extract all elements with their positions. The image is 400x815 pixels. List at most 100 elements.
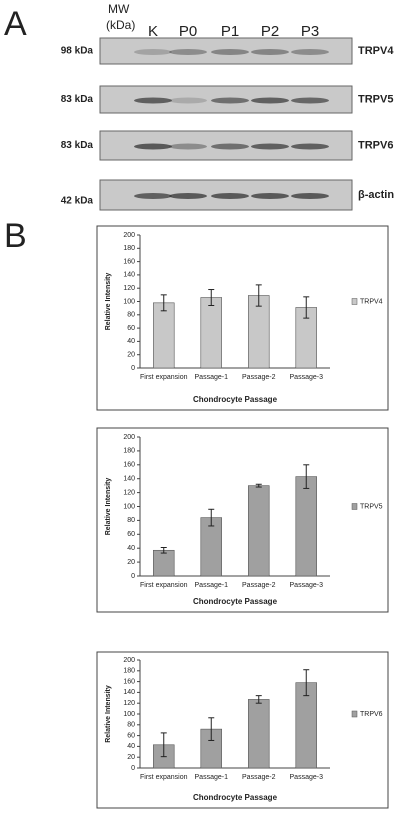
band	[134, 143, 172, 150]
band	[251, 97, 289, 104]
lane-label: P3	[301, 23, 319, 40]
y-axis-label: Relative Intensity	[105, 273, 112, 331]
bar	[295, 476, 317, 577]
y-axis-label: Relative Intensity	[105, 685, 112, 743]
x-tick-label: Passage-3	[290, 582, 324, 589]
y-tick-label: 160	[123, 462, 135, 469]
y-tick-label: 40	[127, 338, 135, 345]
legend-label: TRPV6	[360, 711, 383, 718]
y-tick-label: 20	[127, 754, 135, 761]
legend-swatch	[351, 298, 358, 305]
band	[291, 49, 329, 55]
x-axis-label: Chondrocyte Passage	[193, 793, 278, 802]
band	[134, 97, 172, 104]
band	[169, 143, 207, 150]
protein-label: TRPV5	[358, 93, 393, 105]
error-bar	[303, 296, 310, 319]
error-bar	[208, 717, 215, 741]
bar	[248, 485, 270, 577]
band	[251, 49, 289, 55]
y-tick-label: 20	[127, 559, 135, 566]
legend-label: TRPV5	[360, 503, 383, 510]
y-tick-label: 120	[123, 700, 135, 707]
error-bar	[160, 732, 167, 758]
y-tick-label: 180	[123, 245, 135, 252]
error-bar	[160, 547, 167, 554]
bar	[248, 699, 270, 769]
lane-label: K	[148, 23, 158, 40]
x-tick-label: Passage-2	[242, 774, 276, 781]
y-tick-label: 140	[123, 272, 135, 279]
bar	[153, 549, 175, 577]
x-tick-label: First expansion	[140, 374, 188, 381]
protein-label: β-actin	[358, 189, 394, 201]
band	[251, 193, 289, 199]
band	[211, 193, 249, 199]
y-tick-label: 60	[127, 325, 135, 332]
y-tick-label: 200	[123, 434, 135, 441]
lane-label: P0	[179, 23, 197, 40]
x-tick-label: Passage-2	[242, 582, 276, 589]
y-axis-label: Relative Intensity	[105, 478, 112, 536]
y-tick-label: 40	[127, 743, 135, 750]
y-tick-label: 200	[123, 657, 135, 664]
y-tick-label: 180	[123, 668, 135, 675]
band	[291, 143, 329, 150]
x-tick-label: Passage-1	[195, 774, 229, 781]
band	[291, 193, 329, 199]
y-tick-label: 100	[123, 711, 135, 718]
y-tick-label: 40	[127, 545, 135, 552]
lane-label: P2	[261, 23, 279, 40]
error-bar	[303, 669, 310, 697]
chart-frame	[96, 651, 389, 809]
legend-swatch	[351, 503, 358, 510]
y-tick-label: 180	[123, 448, 135, 455]
y-tick-label: 60	[127, 732, 135, 739]
mw-label: 98 kDa	[61, 46, 94, 57]
y-tick-label: 80	[127, 517, 135, 524]
band	[169, 49, 207, 55]
x-tick-label: First expansion	[140, 774, 188, 781]
error-bar	[255, 695, 262, 704]
panel-label: A	[4, 5, 27, 43]
y-tick-label: 60	[127, 531, 135, 538]
y-tick-label: 80	[127, 312, 135, 319]
y-tick-label: 120	[123, 489, 135, 496]
band	[169, 97, 207, 104]
mw-header: (kDa)	[106, 18, 135, 32]
x-tick-label: Passage-1	[195, 374, 229, 381]
x-tick-label: First expansion	[140, 582, 188, 589]
x-axis-label: Chondrocyte Passage	[193, 395, 278, 404]
y-tick-label: 20	[127, 352, 135, 359]
error-bar	[160, 294, 167, 312]
mw-header: MW	[108, 2, 130, 16]
lane-label: P1	[221, 23, 239, 40]
band	[211, 97, 249, 104]
error-bar	[303, 464, 310, 489]
x-tick-label: Passage-2	[242, 374, 276, 381]
y-tick-label: 160	[123, 678, 135, 685]
band	[251, 143, 289, 150]
bar	[200, 297, 223, 369]
error-bar	[208, 508, 215, 527]
x-tick-label: Passage-3	[290, 374, 324, 381]
y-tick-label: 120	[123, 285, 135, 292]
y-tick-label: 0	[131, 765, 135, 772]
mw-label: 83 kDa	[61, 94, 94, 105]
y-tick-label: 0	[131, 365, 135, 372]
band	[169, 193, 207, 199]
band	[211, 49, 249, 55]
mw-label: 42 kDa	[61, 196, 94, 207]
protein-label: TRPV4	[358, 45, 394, 57]
panel-label: B	[4, 217, 27, 255]
band	[134, 49, 172, 55]
band	[291, 97, 329, 104]
y-tick-label: 140	[123, 476, 135, 483]
chart-frame	[96, 427, 389, 613]
x-axis-label: Chondrocyte Passage	[193, 597, 278, 606]
error-bar	[255, 284, 262, 307]
x-tick-label: Passage-3	[290, 774, 324, 781]
x-tick-label: Passage-1	[195, 582, 229, 589]
mw-label: 83 kDa	[61, 140, 94, 151]
